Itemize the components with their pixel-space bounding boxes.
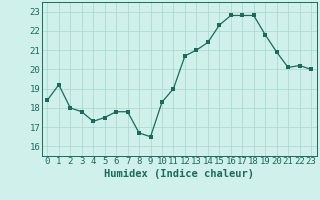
X-axis label: Humidex (Indice chaleur): Humidex (Indice chaleur) <box>104 169 254 179</box>
